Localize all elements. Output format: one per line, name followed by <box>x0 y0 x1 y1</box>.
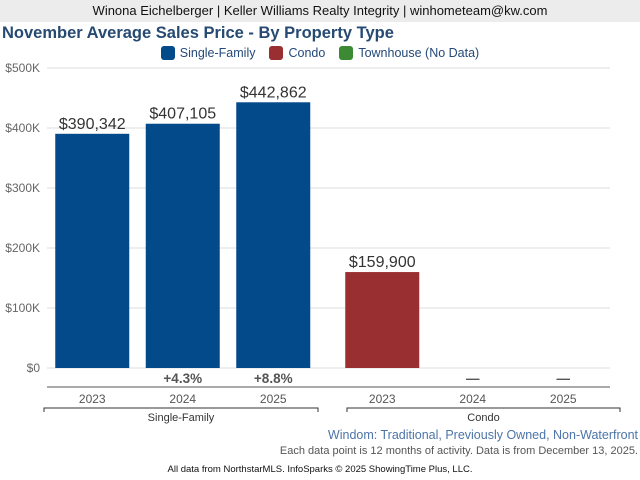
legend-item-condo[interactable]: Condo <box>269 46 325 60</box>
y-tick-label: $300K <box>5 181 40 195</box>
activity-note: Each data point is 12 months of activity… <box>279 445 638 457</box>
bar <box>236 102 311 368</box>
change-label: +8.8% <box>254 371 293 386</box>
change-label: — <box>466 371 480 386</box>
bar-value-label: $442,862 <box>240 84 307 101</box>
group-label: Condo <box>467 412 499 424</box>
bar <box>345 272 420 368</box>
y-tick-label: $500K <box>5 61 40 75</box>
filter-note: Windom: Traditional, Previously Owned, N… <box>327 428 638 442</box>
x-tick-label: 2025 <box>260 392 287 406</box>
legend-item-townhouse[interactable]: Townhouse (No Data) <box>339 46 479 60</box>
x-tick-label: 2024 <box>459 392 486 406</box>
bar <box>145 123 220 368</box>
x-tick-label: 2023 <box>79 392 106 406</box>
legend-swatch-single-family <box>160 46 175 60</box>
legend-label: Townhouse (No Data) <box>358 46 480 60</box>
bar-value-label: $407,105 <box>149 106 216 123</box>
change-label: +4.3% <box>163 371 202 386</box>
chart-title: November Average Sales Price - By Proper… <box>2 24 394 42</box>
legend-swatch-townhouse <box>339 46 354 60</box>
bar <box>55 133 130 368</box>
source-footer: All data from NorthstarMLS. InfoSparks ©… <box>167 464 473 475</box>
y-tick-label: $400K <box>5 121 40 135</box>
legend-label: Condo <box>288 46 326 60</box>
agent-header: Winona Eichelberger | Keller Williams Re… <box>0 0 640 22</box>
y-tick-label: $200K <box>5 241 40 255</box>
bar-value-label: $390,342 <box>59 116 126 133</box>
x-tick-label: 2023 <box>369 392 396 406</box>
legend-swatch-condo <box>269 46 284 60</box>
agent-line: Winona Eichelberger | Keller Williams Re… <box>92 3 548 18</box>
group-bracket <box>43 407 319 412</box>
change-label: — <box>557 371 571 386</box>
y-tick-label: $100K <box>5 301 40 315</box>
bar-chart: $0 $100K $200K $300K $400K $500K $390,342 2023 $… <box>5 61 621 424</box>
x-tick-label: 2025 <box>550 392 577 406</box>
chart-legend: Single-Family Condo Townhouse (No Data) <box>0 46 640 60</box>
y-tick-label: $0 <box>27 361 41 375</box>
legend-label: Single-Family <box>179 46 256 60</box>
legend-item-single-family[interactable]: Single-Family <box>160 46 256 60</box>
bar-value-label: $159,900 <box>349 254 416 271</box>
x-tick-label: 2024 <box>169 392 196 406</box>
group-bracket <box>346 407 621 412</box>
group-label: Single-Family <box>148 412 215 424</box>
